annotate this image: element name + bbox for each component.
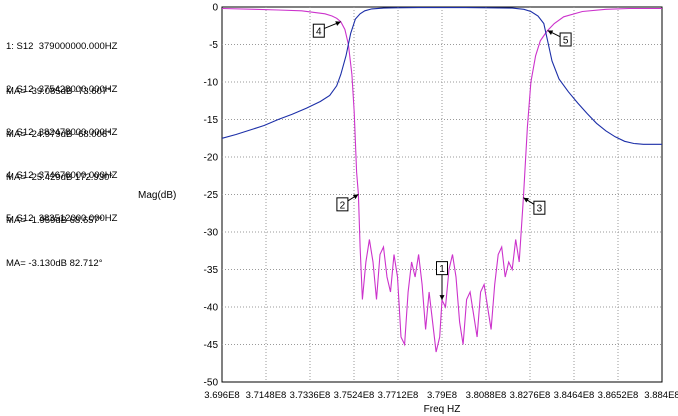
x-tick-label: 3.7712E8 (378, 390, 419, 401)
x-tick-label: 3.696E8 (204, 390, 239, 401)
marker-2-box (336, 197, 349, 212)
series-line-1 (221, 7, 662, 353)
marker-readout-3: 3: S12 382478000.000HZ MA= -25.429dB 172… (6, 95, 117, 215)
marker-readout-5: 5: S12 383512000.000HZ MA= -3.130dB 82.7… (6, 181, 117, 301)
x-tick-label: 3.8088E8 (466, 390, 507, 401)
x-tick-label: 3.8652E8 (598, 390, 639, 401)
y-tick-label: -10 (204, 78, 219, 89)
marker-1-magnitude: MA= -39.085dB -73.607° (6, 86, 111, 97)
x-axis-tick-labels: 3.696E8 3.7148E8 3.7336E8 3.7524E8 3.7712E8 3… (204, 390, 678, 401)
marker-2-frequency: 2: S12 375428000.000HZ (6, 84, 118, 95)
marker-4-label: 4 (316, 27, 322, 38)
marker-3-box (533, 200, 546, 215)
x-tick-label: 3.7336E8 (290, 390, 331, 401)
marker-4-box (312, 23, 325, 38)
y-axis-tick-labels: 0 -5 -10 -15 -20 -25 -30 -35 -40 -45 -50 (204, 3, 219, 389)
marker-1-arrowhead (439, 295, 445, 301)
marker-4-arrowhead (335, 21, 341, 26)
x-tick-label: 3.884E8 (644, 390, 678, 401)
y-tick-label: -45 (204, 340, 219, 351)
marker-2-label: 2 (340, 200, 346, 211)
marker-5-arrowhead (547, 30, 554, 35)
marker-4-frequency: 4: S12 374676000.000HZ (6, 170, 118, 181)
marker-5-label: 5 (563, 35, 569, 46)
marker-4-magnitude: MA= -1.959dB 68.657° (6, 215, 103, 226)
y-tick-label: -35 (204, 265, 219, 276)
marker-2-magnitude: MA= -24.979dB -68.006° (6, 129, 111, 140)
data-series (221, 7, 662, 353)
series-line-2 (221, 7, 662, 145)
x-tick-label: 3.7524E8 (334, 390, 375, 401)
marker-5-frequency: 5: S12 383512000.000HZ (6, 213, 118, 224)
marker-readout-2: 2: S12 375428000.000HZ MA= -24.979dB -68… (6, 52, 117, 172)
x-tick-label: 3.79E8 (427, 390, 457, 401)
y-axis-label: Mag(dB) (138, 190, 176, 201)
y-tick-label: -5 (209, 40, 218, 51)
y-tick-label: -25 (204, 190, 219, 201)
marker-5-magnitude: MA= -3.130dB 82.712° (6, 258, 103, 269)
y-tick-label: -40 (204, 303, 219, 314)
x-axis-label: Freq HZ (424, 404, 461, 415)
y-tick-label: -30 (204, 228, 219, 239)
marker-1-frequency: 1: S12 379000000.000HZ (6, 41, 118, 52)
y-tick-label: 0 (212, 3, 218, 14)
marker-3-arrowhead (523, 197, 529, 203)
x-tick-label: 3.8276E8 (510, 390, 551, 401)
marker-readout-1: 1: S12 379000000.000HZ MA= -39.085dB -73… (6, 9, 117, 129)
marker-3-magnitude: MA= -25.429dB 172.930° (6, 172, 114, 183)
marker-readout-4: 4: S12 374676000.000HZ MA= -1.959dB 68.6… (6, 138, 117, 258)
marker-3-frequency: 3: S12 382478000.000HZ (6, 127, 118, 138)
x-tick-label: 3.8464E8 (554, 390, 595, 401)
marker-2-arrowhead (352, 194, 359, 200)
y-tick-label: -20 (204, 153, 219, 164)
x-tick-label: 3.7148E8 (246, 390, 287, 401)
marker-5-box (559, 32, 572, 47)
y-tick-label: -15 (204, 115, 219, 126)
marker-1-box (436, 261, 448, 276)
marker-3-label: 3 (537, 204, 543, 215)
marker-1-label: 1 (439, 264, 445, 275)
marker-annotations: 1 2 3 4 5 (312, 21, 572, 301)
y-tick-label: -50 (204, 378, 219, 389)
